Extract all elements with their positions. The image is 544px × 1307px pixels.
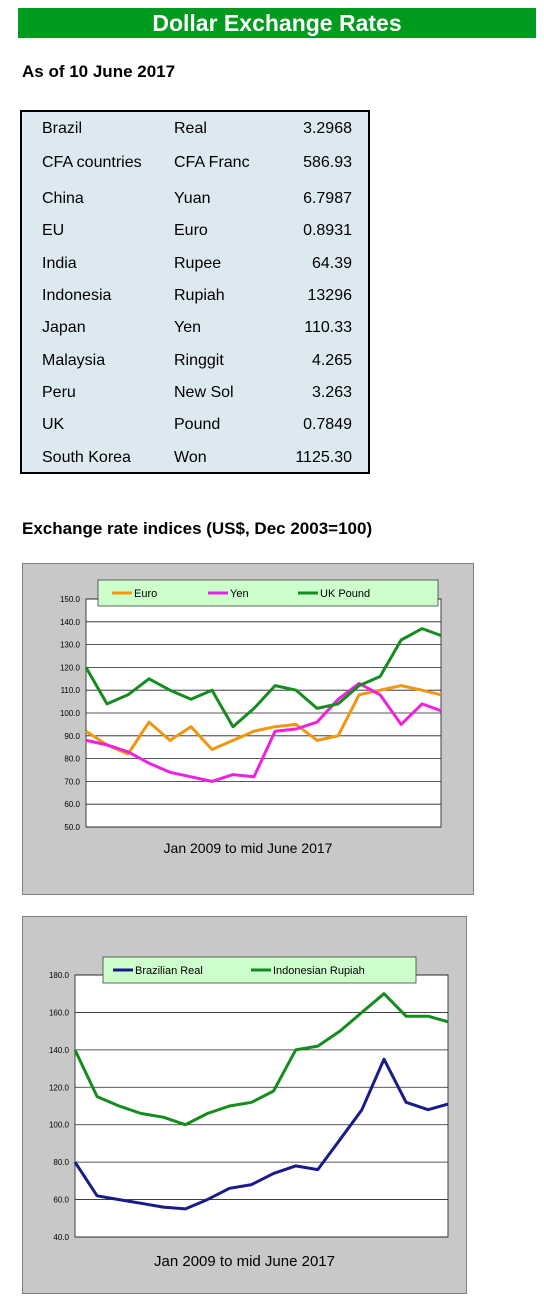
country-cell: UK bbox=[42, 416, 65, 433]
table-row: South Korea Won 1125.30 bbox=[22, 441, 368, 473]
table-row: Indonesia Rupiah 13296 bbox=[22, 279, 368, 311]
y-tick-label: 140.0 bbox=[60, 618, 81, 627]
chart-legend: Brazilian Real Indonesian Rupiah bbox=[102, 956, 417, 984]
currency-cell: Won bbox=[174, 449, 207, 466]
currency-cell: Real bbox=[174, 120, 207, 137]
country-cell: Peru bbox=[42, 384, 76, 401]
currency-cell: Ringgit bbox=[174, 352, 224, 369]
emerging-currencies-chart-svg: 180.0 160.0 140.0 120.0 100.0 80.0 60.0 40.0 Bra… bbox=[49, 956, 449, 1242]
rate-cell: 0.8931 bbox=[303, 222, 352, 239]
rate-cell: 64.39 bbox=[311, 255, 352, 272]
y-tick-label: 160.0 bbox=[49, 1008, 70, 1017]
country-cell: Brazil bbox=[42, 120, 83, 137]
rate-cell: 0.7849 bbox=[303, 416, 352, 433]
series-line-indonesian-rupiah bbox=[73, 992, 449, 1127]
major-currencies-chart-svg: 150.0 140.0 130.0 120.0 110.0 100.0 90.0 80.0 70… bbox=[60, 579, 442, 832]
currency-cell: Euro bbox=[174, 222, 208, 239]
legend-box bbox=[97, 579, 439, 607]
page-banner: Dollar Exchange Rates bbox=[18, 8, 536, 38]
table-row: Malaysia Ringgit 4.265 bbox=[22, 344, 368, 376]
currency-cell: Pound bbox=[174, 416, 221, 433]
rate-cell: 6.7987 bbox=[303, 190, 352, 207]
rate-cell: 1125.30 bbox=[295, 449, 352, 466]
currency-cell: Yen bbox=[174, 319, 201, 336]
y-tick-label: 70.0 bbox=[64, 777, 80, 786]
y-tick-label: 180.0 bbox=[49, 971, 70, 980]
table-row: Japan Yen 110.33 bbox=[22, 311, 368, 343]
series-line-euro bbox=[85, 684, 442, 756]
y-tick-label: 100.0 bbox=[49, 1121, 70, 1130]
table-row: CFA countries CFA Franc 586.93 bbox=[22, 146, 368, 178]
country-cell: South Korea bbox=[42, 449, 131, 466]
y-tick-label: 50.0 bbox=[64, 823, 80, 832]
table-row: India Rupee 64.39 bbox=[22, 247, 368, 279]
legend-label: Brazilian Real bbox=[135, 965, 203, 977]
currency-cell: New Sol bbox=[174, 384, 234, 401]
indices-title: Exchange rate indices (US$, Dec 2003=100… bbox=[22, 519, 373, 538]
y-tick-label: 150.0 bbox=[60, 595, 81, 604]
table-row: Brazil Real 3.2968 bbox=[22, 112, 368, 144]
exchange-rate-table: Brazil Real 3.2968 CFA countries CFA Franc 58… bbox=[20, 110, 370, 474]
legend-label: Yen bbox=[230, 588, 249, 600]
country-cell: Malaysia bbox=[42, 352, 106, 369]
country-cell: CFA countries bbox=[42, 154, 142, 171]
plot-area bbox=[74, 974, 449, 1238]
y-tick-label: 60.0 bbox=[64, 800, 80, 809]
currency-cell: Rupiah bbox=[174, 287, 225, 304]
y-tick-label: 80.0 bbox=[64, 755, 80, 764]
currency-cell: CFA Franc bbox=[174, 154, 250, 171]
chart-emerging-currencies: 180.0 160.0 140.0 120.0 100.0 80.0 60.0 40.0 Bra… bbox=[22, 916, 467, 1294]
y-tick-label: 40.0 bbox=[53, 1233, 69, 1242]
table-row: Peru New Sol 3.263 bbox=[22, 376, 368, 408]
table-row: EU Euro 0.8931 bbox=[22, 214, 368, 246]
series-line-uk-pound bbox=[84, 627, 442, 729]
rate-cell: 3.2968 bbox=[303, 120, 352, 137]
rate-cell: 3.263 bbox=[311, 384, 352, 401]
legend-label: Indonesian Rupiah bbox=[273, 965, 365, 977]
rate-cell: 4.265 bbox=[311, 352, 352, 369]
y-tick-label: 120.0 bbox=[60, 663, 81, 672]
country-cell: China bbox=[42, 190, 84, 207]
y-tick-label: 60.0 bbox=[53, 1196, 69, 1205]
country-cell: Indonesia bbox=[42, 287, 112, 304]
legend-label: UK Pound bbox=[320, 588, 370, 600]
currency-cell: Yuan bbox=[174, 190, 211, 207]
rate-cell: 586.93 bbox=[303, 154, 352, 171]
y-tick-label: 140.0 bbox=[49, 1046, 70, 1055]
chart-major-currencies: 150.0 140.0 130.0 120.0 110.0 100.0 90.0 80.0 70… bbox=[22, 563, 474, 895]
table-row: UK Pound 0.7849 bbox=[22, 408, 368, 440]
currency-cell: Rupee bbox=[174, 255, 222, 272]
country-cell: India bbox=[42, 255, 77, 272]
y-tick-label: 110.0 bbox=[61, 686, 81, 695]
country-cell: Japan bbox=[42, 319, 86, 336]
rate-cell: 13296 bbox=[307, 287, 353, 304]
chart2-xlabel: Jan 2009 to mid June 2017 bbox=[154, 1253, 335, 1270]
table-row: China Yuan 6.7987 bbox=[22, 182, 368, 214]
as-of-date: As of 10 June 2017 bbox=[22, 62, 176, 81]
chart-legend: Euro Yen UK Pound bbox=[97, 579, 439, 607]
y-tick-label: 80.0 bbox=[53, 1158, 69, 1167]
series-line-brazilian-real bbox=[73, 1057, 449, 1211]
y-tick-label: 100.0 bbox=[60, 709, 81, 718]
chart1-xlabel: Jan 2009 to mid June 2017 bbox=[163, 840, 333, 856]
y-tick-label: 130.0 bbox=[60, 641, 81, 650]
rate-cell: 110.33 bbox=[304, 319, 352, 336]
legend-label: Euro bbox=[134, 588, 157, 600]
country-cell: EU bbox=[42, 222, 65, 239]
series-line-yen bbox=[85, 681, 442, 783]
y-tick-label: 120.0 bbox=[49, 1083, 70, 1092]
y-tick-label: 90.0 bbox=[64, 732, 80, 741]
